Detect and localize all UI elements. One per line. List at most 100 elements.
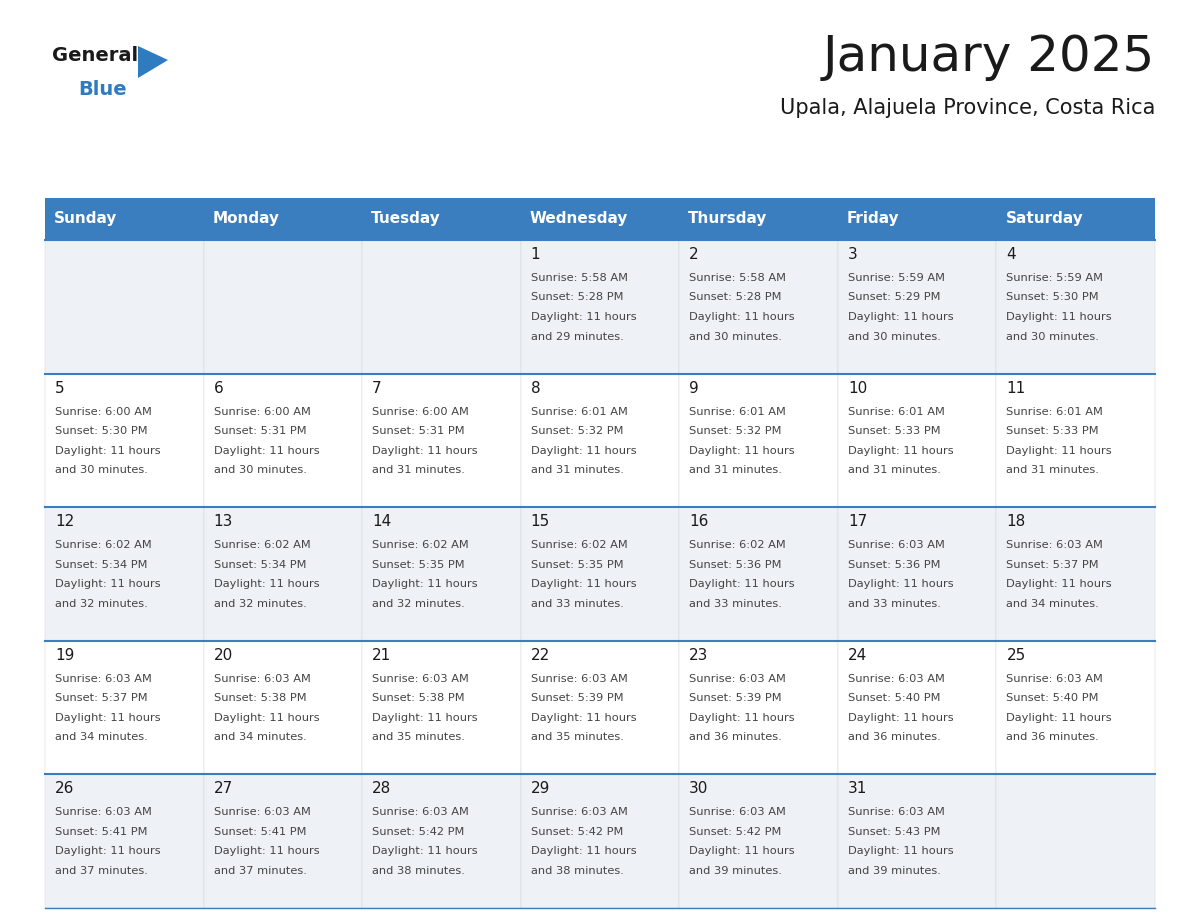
Text: and 30 minutes.: and 30 minutes.	[55, 465, 147, 476]
Text: and 31 minutes.: and 31 minutes.	[689, 465, 782, 476]
Text: and 33 minutes.: and 33 minutes.	[689, 599, 782, 609]
Text: Wednesday: Wednesday	[530, 211, 628, 227]
Bar	[997, 240, 1155, 374]
Text: 15: 15	[531, 514, 550, 529]
Text: Daylight: 11 hours: Daylight: 11 hours	[689, 579, 795, 589]
Text: 8: 8	[531, 381, 541, 396]
Text: 22: 22	[531, 648, 550, 663]
Text: and 31 minutes.: and 31 minutes.	[1006, 465, 1099, 476]
Text: 27: 27	[214, 781, 233, 797]
Bar	[680, 775, 838, 908]
Bar	[203, 508, 362, 641]
Text: and 31 minutes.: and 31 minutes.	[372, 465, 465, 476]
Bar	[680, 641, 838, 775]
Text: Sunset: 5:35 PM: Sunset: 5:35 PM	[372, 560, 465, 570]
Text: and 36 minutes.: and 36 minutes.	[689, 733, 782, 743]
Text: Sunrise: 6:03 AM: Sunrise: 6:03 AM	[848, 808, 944, 817]
Text: Sunrise: 6:03 AM: Sunrise: 6:03 AM	[214, 808, 310, 817]
Text: Daylight: 11 hours: Daylight: 11 hours	[531, 312, 637, 322]
Bar	[997, 641, 1155, 775]
Text: and 37 minutes.: and 37 minutes.	[214, 866, 307, 876]
Text: Sunset: 5:28 PM: Sunset: 5:28 PM	[689, 293, 782, 303]
Text: Sunrise: 6:00 AM: Sunrise: 6:00 AM	[372, 407, 469, 417]
Text: Sunset: 5:38 PM: Sunset: 5:38 PM	[214, 693, 307, 703]
Text: Daylight: 11 hours: Daylight: 11 hours	[372, 846, 478, 856]
Text: Daylight: 11 hours: Daylight: 11 hours	[1006, 312, 1112, 322]
Text: and 30 minutes.: and 30 minutes.	[689, 331, 782, 341]
Text: Sunrise: 6:02 AM: Sunrise: 6:02 AM	[55, 540, 152, 550]
Text: and 35 minutes.: and 35 minutes.	[372, 733, 465, 743]
Text: Sunset: 5:28 PM: Sunset: 5:28 PM	[531, 293, 624, 303]
Text: 29: 29	[531, 781, 550, 797]
Bar	[520, 374, 680, 508]
Text: Daylight: 11 hours: Daylight: 11 hours	[214, 846, 320, 856]
Text: 30: 30	[689, 781, 709, 797]
Bar	[838, 641, 997, 775]
Bar	[997, 374, 1155, 508]
Bar	[520, 775, 680, 908]
Text: 12: 12	[55, 514, 74, 529]
Text: Sunrise: 6:03 AM: Sunrise: 6:03 AM	[214, 674, 310, 684]
Text: General: General	[52, 46, 138, 65]
Text: Sunrise: 6:02 AM: Sunrise: 6:02 AM	[214, 540, 310, 550]
Text: Daylight: 11 hours: Daylight: 11 hours	[531, 445, 637, 455]
Bar	[362, 240, 520, 374]
Text: Sunset: 5:32 PM: Sunset: 5:32 PM	[689, 426, 782, 436]
Text: Sunset: 5:42 PM: Sunset: 5:42 PM	[531, 827, 623, 837]
Text: 21: 21	[372, 648, 391, 663]
Text: Sunset: 5:41 PM: Sunset: 5:41 PM	[55, 827, 147, 837]
Bar	[997, 508, 1155, 641]
Text: Sunset: 5:35 PM: Sunset: 5:35 PM	[531, 560, 624, 570]
Text: Sunrise: 6:03 AM: Sunrise: 6:03 AM	[372, 808, 469, 817]
Bar	[362, 508, 520, 641]
Text: and 38 minutes.: and 38 minutes.	[531, 866, 624, 876]
Text: Daylight: 11 hours: Daylight: 11 hours	[689, 445, 795, 455]
Text: 23: 23	[689, 648, 709, 663]
Text: Monday: Monday	[213, 211, 279, 227]
Text: Daylight: 11 hours: Daylight: 11 hours	[848, 445, 954, 455]
Text: and 36 minutes.: and 36 minutes.	[1006, 733, 1099, 743]
Text: and 34 minutes.: and 34 minutes.	[55, 733, 147, 743]
Text: 1: 1	[531, 247, 541, 262]
Text: Sunrise: 6:02 AM: Sunrise: 6:02 AM	[531, 540, 627, 550]
Text: 7: 7	[372, 381, 381, 396]
Bar	[203, 240, 362, 374]
Text: Daylight: 11 hours: Daylight: 11 hours	[689, 312, 795, 322]
Text: Daylight: 11 hours: Daylight: 11 hours	[55, 846, 160, 856]
Text: and 29 minutes.: and 29 minutes.	[531, 331, 624, 341]
Text: Sunrise: 6:02 AM: Sunrise: 6:02 AM	[689, 540, 786, 550]
Polygon shape	[138, 46, 168, 78]
Text: Sunset: 5:30 PM: Sunset: 5:30 PM	[55, 426, 147, 436]
Text: Sunset: 5:36 PM: Sunset: 5:36 PM	[689, 560, 782, 570]
Text: Daylight: 11 hours: Daylight: 11 hours	[848, 846, 954, 856]
Text: Sunrise: 5:58 AM: Sunrise: 5:58 AM	[689, 273, 786, 283]
Bar	[520, 641, 680, 775]
Text: and 32 minutes.: and 32 minutes.	[55, 599, 147, 609]
Text: Sunset: 5:32 PM: Sunset: 5:32 PM	[531, 426, 624, 436]
Text: Sunrise: 6:03 AM: Sunrise: 6:03 AM	[531, 808, 627, 817]
Text: Sunset: 5:33 PM: Sunset: 5:33 PM	[848, 426, 941, 436]
Text: 2: 2	[689, 247, 699, 262]
Text: 24: 24	[848, 648, 867, 663]
Text: and 34 minutes.: and 34 minutes.	[214, 733, 307, 743]
Text: Sunrise: 6:03 AM: Sunrise: 6:03 AM	[55, 808, 152, 817]
Text: Sunset: 5:34 PM: Sunset: 5:34 PM	[55, 560, 147, 570]
Text: and 31 minutes.: and 31 minutes.	[848, 465, 941, 476]
Text: Sunrise: 6:03 AM: Sunrise: 6:03 AM	[689, 808, 786, 817]
Text: Saturday: Saturday	[1005, 211, 1083, 227]
Bar	[520, 508, 680, 641]
Text: and 38 minutes.: and 38 minutes.	[372, 866, 465, 876]
Bar	[203, 641, 362, 775]
Text: and 39 minutes.: and 39 minutes.	[689, 866, 782, 876]
Text: 14: 14	[372, 514, 391, 529]
Text: Thursday: Thursday	[688, 211, 767, 227]
Text: Sunrise: 6:01 AM: Sunrise: 6:01 AM	[1006, 407, 1104, 417]
Bar	[45, 198, 203, 240]
Text: Sunrise: 6:03 AM: Sunrise: 6:03 AM	[1006, 674, 1104, 684]
Text: Daylight: 11 hours: Daylight: 11 hours	[848, 712, 954, 722]
Text: Sunrise: 6:03 AM: Sunrise: 6:03 AM	[531, 674, 627, 684]
Text: Sunrise: 6:03 AM: Sunrise: 6:03 AM	[848, 674, 944, 684]
Text: Tuesday: Tuesday	[371, 211, 441, 227]
Text: Sunset: 5:42 PM: Sunset: 5:42 PM	[689, 827, 782, 837]
Text: Sunset: 5:43 PM: Sunset: 5:43 PM	[848, 827, 941, 837]
